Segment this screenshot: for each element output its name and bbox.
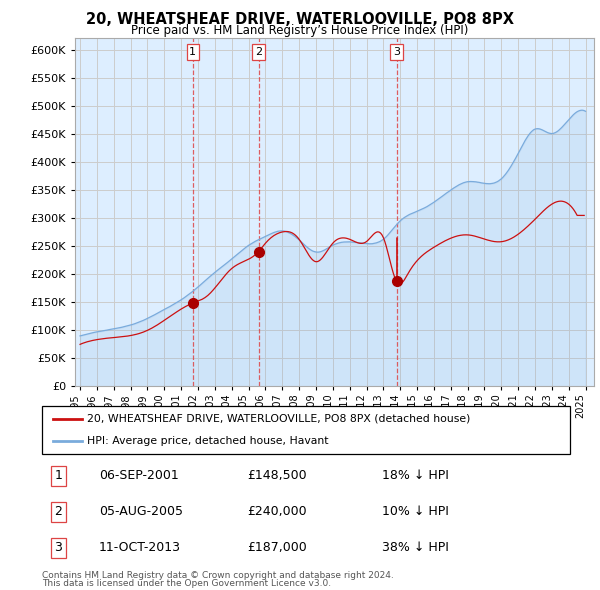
Text: £240,000: £240,000 [247,505,307,519]
Text: 20, WHEATSHEAF DRIVE, WATERLOOVILLE, PO8 8PX: 20, WHEATSHEAF DRIVE, WATERLOOVILLE, PO8… [86,12,514,27]
Text: 10% ↓ HPI: 10% ↓ HPI [382,505,449,519]
Text: 38% ↓ HPI: 38% ↓ HPI [382,542,449,555]
Text: 20, WHEATSHEAF DRIVE, WATERLOOVILLE, PO8 8PX (detached house): 20, WHEATSHEAF DRIVE, WATERLOOVILLE, PO8… [87,414,470,424]
Text: 2: 2 [54,505,62,519]
Text: 3: 3 [54,542,62,555]
Text: 1: 1 [189,47,196,57]
Text: This data is licensed under the Open Government Licence v3.0.: This data is licensed under the Open Gov… [42,579,331,588]
Text: 05-AUG-2005: 05-AUG-2005 [98,505,182,519]
Text: 11-OCT-2013: 11-OCT-2013 [98,542,181,555]
Text: Price paid vs. HM Land Registry’s House Price Index (HPI): Price paid vs. HM Land Registry’s House … [131,24,469,37]
Text: £187,000: £187,000 [247,542,307,555]
Text: 2: 2 [255,47,262,57]
Text: 3: 3 [393,47,400,57]
Text: 06-SEP-2001: 06-SEP-2001 [98,469,178,482]
Text: 18% ↓ HPI: 18% ↓ HPI [382,469,449,482]
Text: £148,500: £148,500 [247,469,307,482]
Text: 1: 1 [54,469,62,482]
Text: HPI: Average price, detached house, Havant: HPI: Average price, detached house, Hava… [87,436,328,446]
Text: Contains HM Land Registry data © Crown copyright and database right 2024.: Contains HM Land Registry data © Crown c… [42,571,394,580]
